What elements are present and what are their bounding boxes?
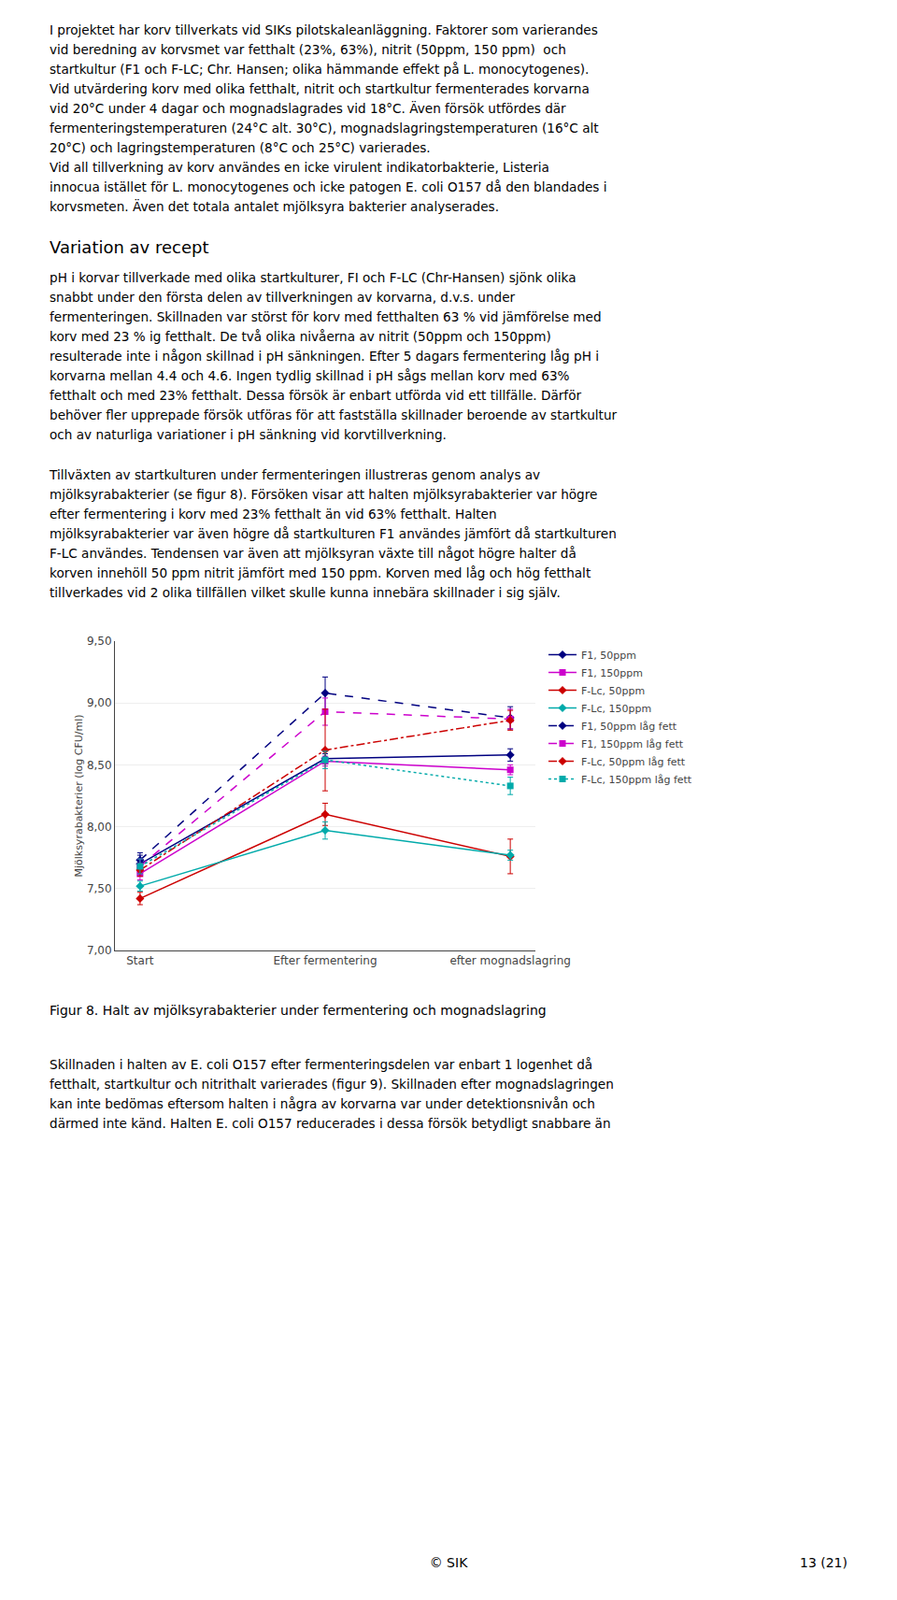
html-text:Skillnaden i halten av E. coli: Skillnaden i halten av E. coli O157 efte… [49, 1056, 614, 1131]
html-text:Tillväxten av startkulturen un: Tillväxten av startkulturen under fermen… [49, 467, 617, 600]
svg-text:F1, 50ppm låg fett: F1, 50ppm låg fett [581, 720, 678, 733]
html-text:© SIK: © SIK [429, 1554, 468, 1570]
svg-text:9,00: 9,00 [86, 696, 113, 710]
svg-text:9,50: 9,50 [86, 634, 113, 648]
html-text:13 (21): 13 (21) [799, 1554, 848, 1570]
svg-text:7,00: 7,00 [86, 943, 113, 957]
svg-text:F-Lc, 50ppm låg fett: F-Lc, 50ppm låg fett [581, 755, 686, 769]
svg-text:F-Lc, 50ppm: F-Lc, 50ppm [581, 684, 645, 698]
svg-text:F-Lc, 150ppm låg fett: F-Lc, 150ppm låg fett [581, 773, 693, 786]
html-text:Variation av recept: Variation av recept [49, 237, 209, 257]
html-text:I projektet har korv tillverka: I projektet har korv tillverkats vid SIK… [49, 22, 607, 214]
svg-text:Mjölksyrabakterier (log CFU/ml: Mjölksyrabakterier (log CFU/ml) [72, 713, 86, 877]
svg-text:efter mognadslagring: efter mognadslagring [449, 953, 571, 968]
svg-text:Efter fermentering: Efter fermentering [272, 953, 377, 968]
svg-text:8,00: 8,00 [86, 820, 113, 834]
svg-text:8,50: 8,50 [86, 758, 113, 772]
html-text:Figur 8. Halt av mjölksyrabakt: Figur 8. Halt av mjölksyrabakterier unde… [49, 1002, 547, 1018]
svg-text:Start: Start [126, 953, 155, 968]
svg-text:7,50: 7,50 [86, 882, 113, 896]
svg-text:F1, 150ppm låg fett: F1, 150ppm låg fett [581, 738, 684, 751]
svg-text:F-Lc, 150ppm: F-Lc, 150ppm [581, 702, 652, 715]
html-text:pH i korvar tillverkade med ol: pH i korvar tillverkade med olika startk… [49, 270, 617, 442]
svg-text:F1, 50ppm: F1, 50ppm [581, 649, 637, 662]
svg-text:F1, 150ppm: F1, 150ppm [581, 667, 643, 680]
